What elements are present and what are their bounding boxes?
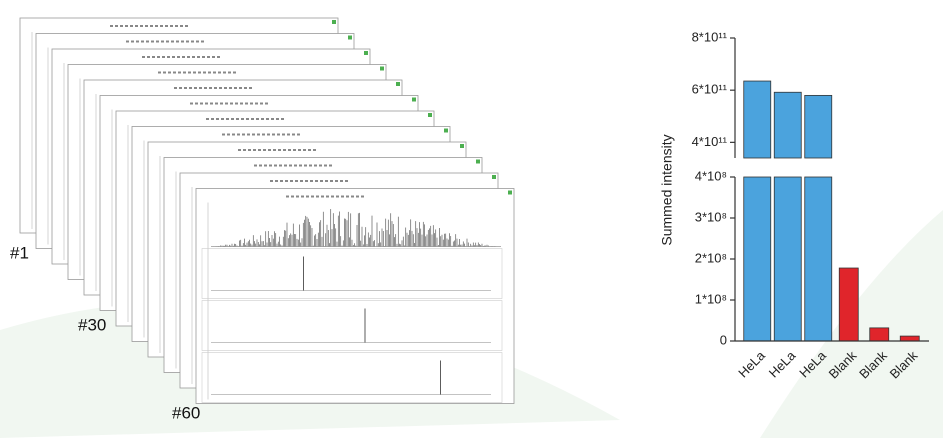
stack-label: #60 — [172, 403, 200, 422]
spectrum-frame — [196, 189, 514, 404]
bar — [744, 81, 771, 158]
frame-marker — [508, 191, 512, 195]
y-axis-label: Summed intensity — [659, 134, 675, 245]
x-tick-label: HeLa — [735, 347, 768, 380]
bar — [805, 177, 832, 341]
bar — [744, 177, 771, 341]
frame-marker — [396, 82, 400, 86]
frame-marker — [412, 98, 416, 102]
bar — [870, 328, 889, 341]
frame-marker — [380, 67, 384, 71]
frame-marker — [492, 175, 496, 179]
y-tick-label: 3*10⁸ — [695, 209, 727, 224]
bar — [900, 336, 919, 341]
bar — [805, 95, 832, 158]
frame — [196, 189, 514, 404]
x-tick-label: HeLa — [766, 347, 799, 380]
frame-marker — [476, 160, 480, 164]
frame-marker — [460, 144, 464, 148]
y-tick-label: 2*10⁸ — [695, 250, 727, 265]
stack-label: #30 — [78, 315, 106, 334]
y-tick-label: 8*10¹¹ — [692, 29, 728, 44]
y-tick-label: 6*10¹¹ — [692, 82, 728, 97]
y-tick-label: 4*10¹¹ — [692, 134, 728, 149]
bar — [774, 92, 801, 158]
stack-label: #1 — [10, 243, 29, 262]
y-tick-label: 4*10⁸ — [695, 168, 727, 183]
frame-marker — [364, 51, 368, 55]
bar — [774, 177, 801, 341]
y-tick-label: 1*10⁸ — [695, 291, 727, 306]
frame-marker — [444, 129, 448, 133]
y-tick-label: 0 — [720, 332, 727, 347]
frame-marker — [428, 113, 432, 117]
figure: #1 #30 #60 Summed intensity 0 1*10⁸ 2*10⁸ 3… — [0, 0, 943, 438]
frame-marker — [348, 36, 352, 40]
bar — [839, 268, 858, 341]
frame-marker — [332, 20, 336, 24]
